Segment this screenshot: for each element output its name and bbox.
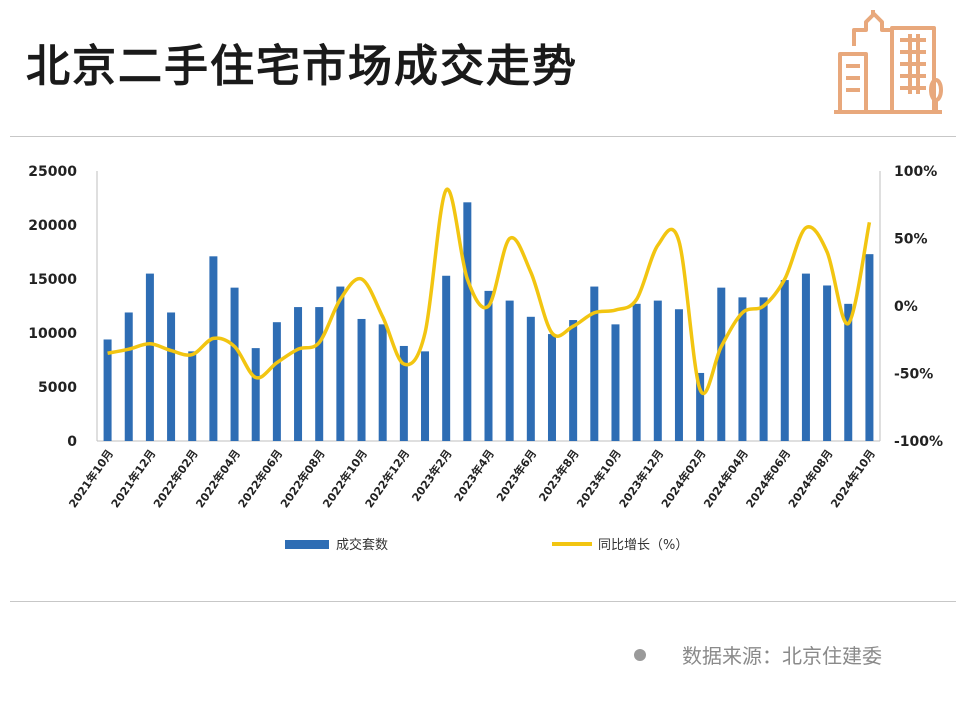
bar-2024年10月 (865, 254, 874, 441)
bar-2023年4月 (484, 290, 493, 441)
bar-2022年07月 (294, 307, 303, 441)
bar-2021年12月 (145, 273, 154, 441)
x-tick-label: 2022年08月 (277, 447, 327, 511)
bar-2024年09月 (844, 303, 853, 441)
bar-2022年11月 (378, 324, 387, 441)
y-right-tick-label: -50% (894, 367, 933, 383)
x-tick-label: 2023年6月 (493, 447, 539, 504)
y-left-tick-label: 5000 (38, 380, 77, 396)
y-right-tick-label: 50% (894, 232, 928, 248)
bar-2023年3月 (463, 202, 472, 441)
bar-2023年6月 (526, 316, 535, 441)
y-right-tick-label: 0% (894, 299, 918, 315)
x-tick-label: 2021年12月 (108, 447, 158, 511)
bar-2022年02月 (188, 351, 197, 441)
x-tick-label: 2022年12月 (362, 447, 412, 511)
bar-2024年02月 (696, 372, 705, 441)
x-tick-label: 2024年10月 (827, 447, 877, 511)
x-tick-label: 2022年02月 (150, 447, 200, 511)
x-tick-label: 2023年10月 (573, 447, 623, 511)
x-tick-label: 2022年04月 (193, 447, 243, 511)
bar-2024年04月 (738, 297, 747, 441)
legend-line-label: 同比增长（%） (598, 538, 688, 553)
page-title: 北京二手住宅市场成交走势 (26, 41, 578, 92)
bar-2024年05月 (759, 297, 768, 441)
bar-2022年06月 (272, 322, 281, 441)
bullet-dot (634, 648, 646, 661)
bar-2021年11月 (124, 312, 133, 441)
x-tick-label: 2024年02月 (658, 447, 708, 511)
bar-2023年7月 (547, 334, 556, 441)
legend-bar-label: 成交套数 (336, 537, 388, 553)
bar-2023年2月 (442, 275, 451, 441)
y-left-tick-label: 15000 (28, 272, 77, 288)
bar-2024年07月 (801, 273, 810, 441)
bar-2023年12月 (653, 300, 662, 441)
x-tick-label: 2023年12月 (616, 447, 666, 511)
bar-2022年10月 (357, 318, 366, 441)
y-left-tick-label: 25000 (28, 164, 77, 180)
bar-2022年08月 (315, 307, 324, 441)
bar-2023年5月 (505, 300, 514, 441)
bar-2022年05月 (251, 348, 260, 441)
y-right-tick-label: -100% (894, 434, 943, 450)
top-divider (10, 136, 956, 137)
bar-2021年10月 (103, 339, 112, 441)
bar-2024年08月 (823, 285, 832, 441)
y-left-tick-label: 10000 (28, 326, 77, 342)
bar-2022年09月 (336, 286, 345, 441)
bar-2023年8月 (569, 320, 578, 441)
x-tick-label: 2023年2月 (409, 447, 455, 504)
x-tick-label: 2023年8月 (536, 447, 582, 504)
y-left-tick-label: 20000 (28, 218, 77, 234)
building-icon (832, 8, 944, 122)
x-tick-label: 2021年10月 (66, 447, 116, 511)
x-tick-label: 2024年08月 (785, 447, 835, 511)
bar-2022年03月 (209, 256, 218, 441)
bar-2023年1月 (421, 351, 430, 441)
x-tick-label: 2024年06月 (743, 447, 793, 511)
x-tick-label: 2022年10月 (320, 447, 370, 511)
bar-2022年04月 (230, 287, 239, 441)
bar-2022年12月 (399, 345, 408, 441)
source-text: 数据来源：北京住建委 (682, 644, 882, 668)
yoy-growth-line (107, 187, 872, 395)
bar-2023年11月 (632, 303, 641, 441)
bar-2024年01月 (674, 309, 683, 441)
bar-2023年10月 (611, 324, 620, 441)
bottom-divider (10, 601, 956, 602)
bar-2024年06月 (780, 280, 789, 441)
source-note: 数据来源：北京住建委 (634, 640, 882, 669)
y-right-tick-label: 100% (894, 164, 937, 180)
bar-2023年9月 (590, 286, 599, 441)
y-left-tick-label: 0 (67, 434, 77, 450)
x-tick-label: 2023年4月 (451, 447, 497, 504)
bar-2024年03月 (717, 287, 726, 441)
legend-bar-swatch (285, 540, 329, 549)
x-tick-label: 2022年06月 (235, 447, 285, 511)
x-tick-label: 2024年04月 (700, 447, 750, 511)
chart: 0 5000 10000 15000 20000 25000 -100% -50% 0% 50% 1… (28, 164, 943, 553)
bar-2022年01月 (167, 312, 176, 441)
